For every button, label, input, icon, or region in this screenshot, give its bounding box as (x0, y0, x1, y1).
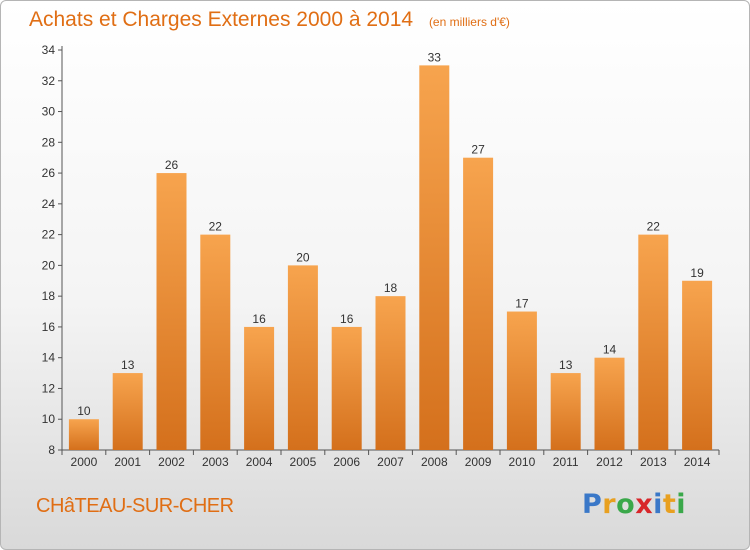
bar (463, 157, 494, 450)
x-tick-label: 2007 (377, 455, 404, 469)
x-tick-label: 2012 (596, 455, 623, 469)
bar (331, 326, 362, 450)
x-tick-label: 2011 (553, 455, 579, 469)
x-tick-label: 2000 (71, 455, 98, 469)
bar-value-label: 26 (165, 158, 179, 172)
x-tick-label: 2008 (421, 455, 448, 469)
logo-letter: t (662, 489, 677, 520)
y-tick-label: 30 (42, 105, 56, 119)
bar-value-label: 16 (252, 312, 266, 326)
logo-letter: o (616, 489, 636, 520)
logo-letter: x (635, 489, 654, 520)
bar (112, 373, 143, 450)
bar (638, 234, 669, 450)
bar-value-label: 13 (559, 358, 573, 372)
bar-value-label: 22 (209, 220, 223, 234)
x-tick-label: 2006 (333, 455, 360, 469)
x-tick-label: 2010 (509, 455, 536, 469)
bar (156, 173, 187, 451)
city-name: CHâTEAU-SUR-CHER (36, 495, 234, 517)
logo-letter: i (653, 489, 663, 520)
proxiti-logo: Proxiti (582, 489, 686, 520)
chart-bars (68, 65, 713, 451)
x-tick-label: 2004 (246, 455, 273, 469)
bar-value-label: 10 (77, 404, 91, 418)
x-tick-label: 2002 (158, 455, 185, 469)
y-tick-label: 16 (42, 320, 56, 334)
bar-value-label: 19 (690, 266, 704, 280)
bar (594, 357, 625, 450)
x-tick-label: 2003 (202, 455, 229, 469)
logo-letter: r (602, 489, 617, 520)
y-tick-label: 22 (42, 228, 56, 242)
bar (550, 373, 581, 450)
y-tick-label: 8 (48, 443, 55, 457)
bar (682, 280, 713, 450)
bar (68, 419, 99, 450)
y-tick-label: 12 (42, 381, 56, 395)
chart-value-labels: 10 13 26 22 16 20 16 18 33 27 17 13 14 22 19 (77, 50, 704, 418)
bar (200, 234, 231, 450)
bar (419, 65, 450, 450)
bar (287, 265, 318, 450)
bar-value-label: 17 (515, 297, 529, 311)
chart-axes: 8 10 12 14 16 18 20 22 24 26 28 30 32 34 2000 2001 2002 2… (42, 43, 720, 469)
y-tick-label: 28 (42, 135, 56, 149)
x-tick-label: 2009 (465, 455, 492, 469)
x-tick-label: 2005 (290, 455, 317, 469)
chart-title-block: Achats et Charges Externes 2000 à 2014 (… (29, 8, 510, 32)
x-tick-label: 2013 (640, 455, 667, 469)
y-tick-label: 14 (42, 351, 56, 365)
y-tick-label: 26 (42, 166, 56, 180)
y-tick-label: 32 (42, 74, 56, 88)
x-tick-label: 2014 (684, 455, 711, 469)
bar-value-label: 22 (647, 220, 661, 234)
bar (375, 296, 406, 450)
chart-title: Achats et Charges Externes 2000 à 2014 (29, 8, 414, 31)
bar-value-label: 18 (384, 281, 398, 295)
bar-value-label: 16 (340, 312, 354, 326)
bar-value-label: 27 (471, 143, 485, 157)
y-tick-label: 18 (42, 289, 56, 303)
bar-value-label: 13 (121, 358, 135, 372)
x-tick-label: 2001 (114, 455, 141, 469)
logo-letter: P (582, 489, 603, 520)
bar-value-label: 14 (603, 343, 617, 357)
bar-value-label: 20 (296, 250, 310, 264)
bar (506, 311, 537, 450)
bar-value-label: 33 (428, 50, 442, 64)
chart-unit: (en milliers d'€) (428, 15, 510, 29)
logo-letter: i (676, 489, 687, 520)
bar (244, 326, 275, 450)
y-tick-label: 34 (42, 43, 56, 57)
y-tick-label: 20 (42, 258, 56, 272)
y-tick-label: 10 (42, 412, 56, 426)
y-tick-label: 24 (42, 197, 56, 211)
